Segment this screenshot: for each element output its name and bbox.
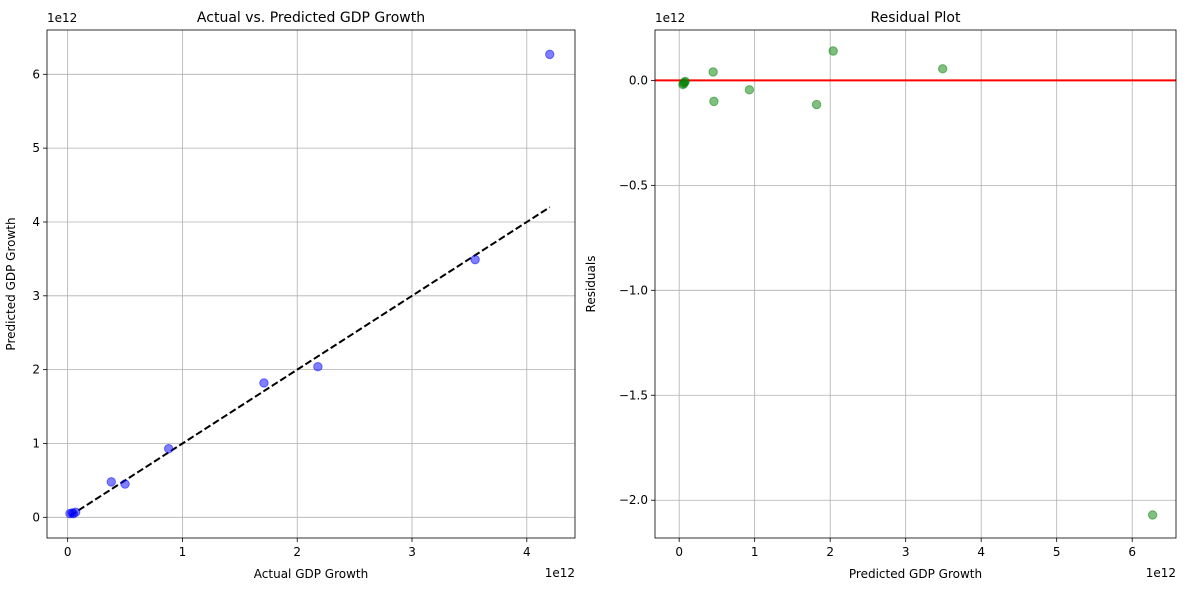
data-point — [545, 49, 555, 60]
y-tick-label: 1 — [32, 436, 40, 450]
y-tick-label: −1.0 — [619, 283, 648, 297]
x-tick-label: 0 — [64, 545, 72, 559]
grid — [655, 30, 1176, 538]
y-tick-label: 3 — [32, 289, 40, 303]
x-tick-label: 4 — [523, 545, 531, 559]
y-axis-label: Predicted GDP Growth — [4, 217, 18, 350]
x-axis-label: Actual GDP Growth — [254, 567, 368, 581]
data-point — [708, 67, 718, 77]
data-point — [120, 479, 130, 489]
y-offset-text: 1e12 — [47, 11, 77, 25]
plot-frame — [654, 29, 1177, 539]
y-tick-label: 4 — [32, 215, 40, 229]
data-point — [1147, 510, 1158, 520]
data-point — [937, 64, 948, 74]
y-tick-label: 2 — [32, 363, 40, 377]
x-offset-text: 1e12 — [545, 566, 575, 580]
x-tick-label: 0 — [675, 545, 683, 559]
residual-plot-chart: 0 1 2 3 4 5 6 −2.0 −1.5 −1.0 −0.5 0.0 Residual Plot… — [584, 10, 1177, 581]
ticks: 0 1 2 3 4 0 1 2 3 4 5 6 — [32, 67, 530, 559]
x-axis-label: Predicted GDP Growth — [849, 567, 982, 581]
data-point — [709, 96, 719, 107]
actual-vs-predicted-chart: 0 1 2 3 4 0 1 2 3 4 5 6 Actual vs. Predicted GDP Gr… — [4, 10, 576, 581]
data-point — [70, 507, 81, 517]
data-point — [106, 477, 116, 487]
y-tick-label: 5 — [32, 141, 40, 155]
x-offset-text: 1e12 — [1146, 566, 1176, 580]
x-tick-label: 3 — [902, 545, 910, 559]
chart-title: Residual Plot — [871, 10, 961, 26]
marks — [65, 49, 555, 519]
data-point — [744, 85, 755, 95]
y-axis-label: Residuals — [584, 256, 598, 313]
data-point — [811, 99, 822, 110]
data-point — [163, 443, 174, 454]
data-point — [313, 361, 323, 372]
x-tick-label: 1 — [179, 545, 187, 559]
chart-title: Actual vs. Predicted GDP Growth — [197, 10, 425, 26]
plot-frame — [46, 29, 576, 539]
data-point — [828, 46, 838, 56]
x-tick-label: 6 — [1128, 545, 1136, 559]
data-point — [259, 378, 269, 388]
x-tick-label: 5 — [1053, 545, 1061, 559]
y-tick-label: 0.0 — [629, 73, 648, 87]
perfect-prediction-line — [69, 206, 551, 517]
data-point — [470, 254, 480, 265]
data-point — [680, 76, 690, 87]
grid — [47, 30, 575, 538]
x-tick-label: 2 — [826, 545, 834, 559]
y-tick-label: −0.5 — [619, 178, 648, 192]
y-tick-label: 0 — [32, 510, 40, 524]
y-tick-label: −2.0 — [619, 493, 648, 507]
x-tick-label: 4 — [977, 545, 985, 559]
y-offset-text: 1e12 — [655, 11, 685, 25]
marks — [655, 46, 1176, 520]
ticks: 0 1 2 3 4 5 6 −2.0 −1.5 −1.0 −0.5 0.0 — [619, 73, 1136, 559]
x-tick-label: 1 — [751, 545, 759, 559]
y-tick-label: 6 — [32, 67, 40, 81]
x-tick-label: 3 — [408, 545, 416, 559]
y-tick-label: −1.5 — [619, 388, 648, 402]
x-tick-label: 2 — [293, 545, 301, 559]
